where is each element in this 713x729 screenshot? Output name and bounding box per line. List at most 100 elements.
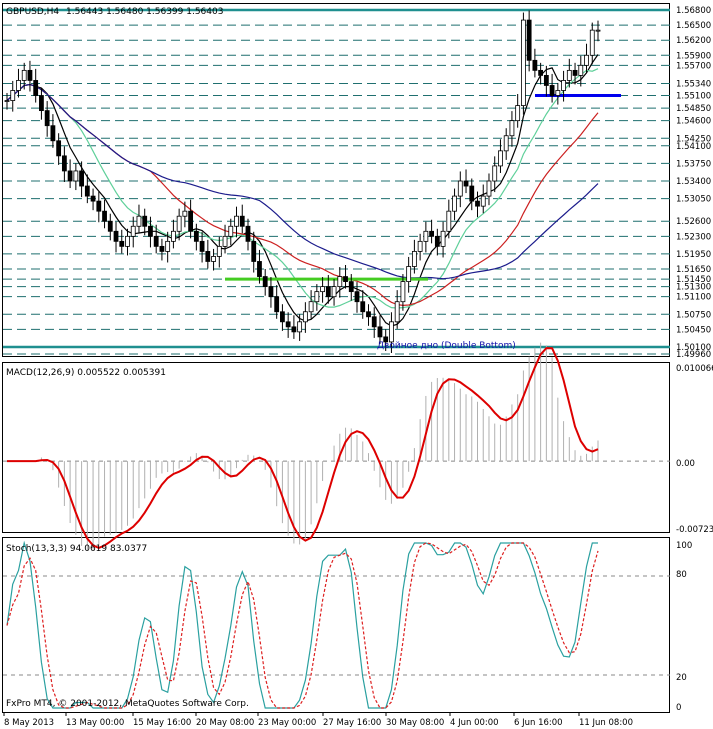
time-tick-label: 13 May 00:00 [66,718,124,728]
price-level-label: 1.56500 [676,21,711,31]
candle-body [555,90,561,96]
price-level-label: 1.50750 [676,310,711,320]
price-level-label: 1.51450 [676,275,711,285]
candle-body [268,286,274,298]
candle-body [73,170,79,182]
candle-body [394,301,400,323]
candle-body [532,59,538,71]
candle-body [50,125,56,142]
candle-body [343,276,348,282]
candle-body [182,210,188,217]
candle-body [377,326,383,338]
ma-black-line [6,54,599,327]
candle-body [274,296,280,313]
candle-body [406,266,412,282]
candle-body [521,19,526,106]
candle-body [280,311,285,323]
macd-panel-frame [2,362,670,533]
candle-body [222,235,228,247]
candle-body [107,220,113,232]
double-bottom-annotation: Двойное дно (Double Bottom) [377,341,516,351]
macd-tick-top: 0.010066 [676,364,713,374]
candle-body [486,180,492,197]
price-level-label: 1.53050 [676,195,711,205]
price-level-label: 1.56800 [676,6,711,16]
candle-body [549,85,555,96]
candle-body [119,240,125,247]
candle-body [515,105,521,122]
price-level-label: 1.55100 [676,92,711,102]
macd-label: MACD(12,26,9) 0.005522 0.005391 [6,368,166,378]
candle-body [228,225,234,237]
copyright-label: FxPro MT4, © 2001-2012, MetaQuotes Softw… [6,699,249,709]
candle-body [314,291,320,303]
candle-body [96,200,102,212]
candle-body [417,240,423,252]
candle-body [165,240,171,252]
candle-body [291,326,297,333]
price-level-label: 1.53750 [676,159,711,169]
stoch-signal-line [6,542,599,709]
candle-body [130,225,136,237]
price-level-label: 1.54250 [676,134,711,144]
candle-body [61,155,67,172]
candle-body [44,110,50,127]
candle-body [561,80,566,91]
symbol-label: GBPUSD,H4 [6,7,59,17]
candle-body [216,245,222,257]
stoch-tick-80: 80 [676,570,687,580]
candle-body [125,235,130,247]
macd-plot [3,342,670,551]
candle-body [492,165,498,182]
candle-body [170,230,176,242]
candle-body [452,195,457,212]
time-tick-label: 15 May 16:00 [133,718,191,728]
candle-body [4,100,10,102]
stoch-main-line [6,540,598,709]
stoch-tick-20: 20 [676,673,687,683]
candle-body [302,311,308,323]
candle-body [205,251,211,262]
candle-body [429,230,435,237]
time-tick-label: 8 May 2013 [4,718,54,728]
candle-body [245,225,251,242]
candle-body [159,245,165,252]
candle-body [10,90,16,101]
price-level-label: 1.51100 [676,293,711,303]
candle-body [67,170,73,182]
time-tick-label: 11 Jun 08:00 [579,718,633,728]
ma-green-line [6,68,599,309]
candle-body [572,69,578,76]
stoch-plot [3,540,670,709]
stoch-panel-frame [2,537,670,713]
price-level-label: 1.51650 [676,265,711,275]
moving-averages [6,54,621,327]
price-level-label: 1.50100 [676,343,711,353]
price-level-label: 1.49960 [676,350,711,360]
candle-body [153,235,159,247]
candle-body [325,286,331,298]
price-level-label: 1.53400 [676,177,711,187]
candle-body [84,185,90,197]
ma-blue-line [6,83,599,280]
candle-body [285,321,291,328]
candle-body [176,215,182,232]
price-level-label: 1.55900 [676,51,711,61]
price-level-label: 1.54850 [676,104,711,114]
main-panel-frame [2,3,670,357]
candle-body [39,95,44,112]
price-level-label: 1.50450 [676,325,711,335]
price-level-label: 1.51300 [676,283,711,293]
candle-body [538,69,544,76]
time-tick-label: 27 May 16:00 [323,718,381,728]
candle-body [371,316,377,328]
candle-body [136,215,142,227]
candle-body [251,240,257,262]
stoch-tick-100: 100 [676,541,692,551]
candle-body [354,291,360,303]
candle-body [148,225,153,237]
time-tick-label: 20 May 08:00 [196,718,254,728]
candle-body [337,276,343,288]
